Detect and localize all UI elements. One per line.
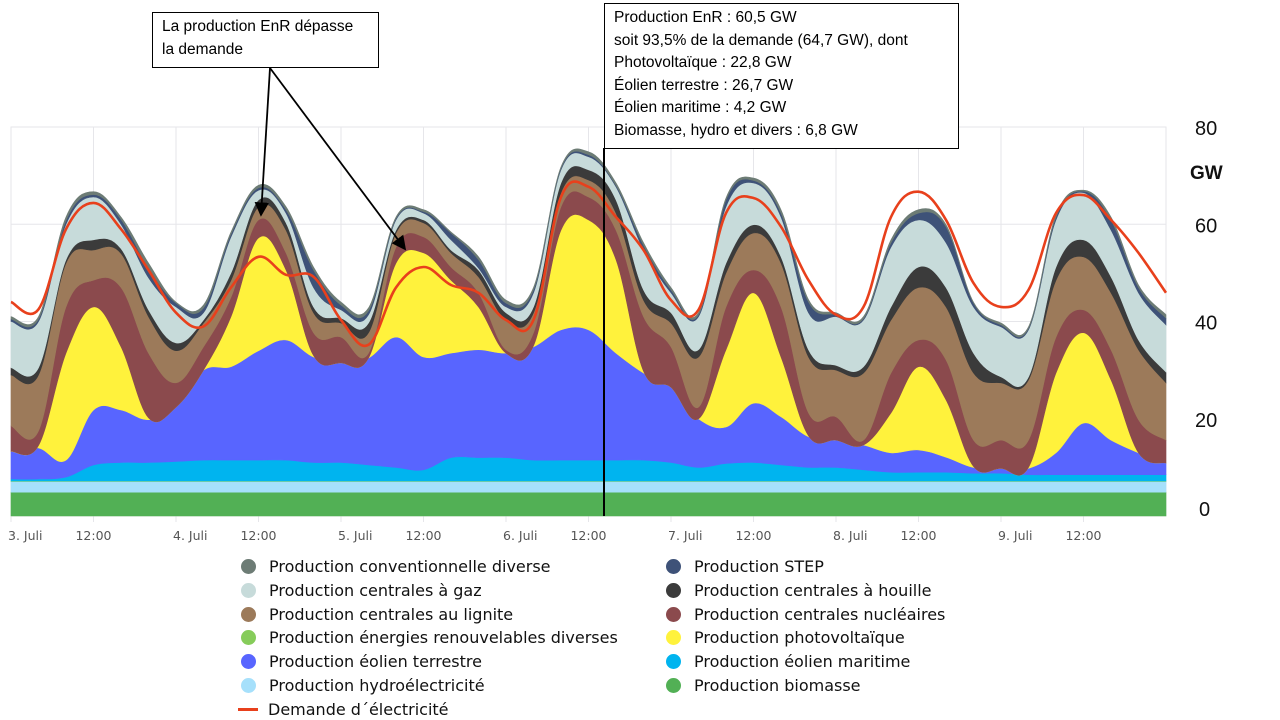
- legend-label: Production centrales nucléaires: [694, 604, 946, 624]
- legend-dot-icon: [241, 654, 256, 670]
- legend-label: Production éolien terrestre: [269, 652, 482, 672]
- legend-dot-icon: [666, 559, 681, 574]
- x-tick-label: 12:00: [405, 528, 441, 543]
- y-axis: 0 20 40 60 80: [1195, 118, 1217, 521]
- legend-dot-icon: [241, 630, 256, 646]
- x-tick-label: 12:00: [570, 528, 606, 543]
- legend-label: Demande d´électricité: [268, 699, 449, 719]
- area-production-hydro-lectricit-: [10, 481, 1167, 493]
- x-tick-label: 12:00: [240, 528, 276, 543]
- area-production-biomasse: [10, 491, 1167, 517]
- legend-item: Production conventionnelle diverse: [241, 557, 551, 576]
- y-tick-label: 0: [1199, 499, 1210, 521]
- legend-dot-icon: [241, 559, 256, 574]
- x-tick-label: 9. Juli: [998, 528, 1032, 543]
- annotation-line: la demande: [162, 40, 244, 58]
- legend-label: Production centrales au lignite: [269, 604, 514, 624]
- legend-item: Production centrales à gaz: [241, 581, 482, 600]
- demand-line-layer: [10, 180, 1168, 348]
- legend-item: Production centrales nucléaires: [666, 605, 945, 624]
- annotation-line: La production EnR dépasse: [162, 18, 354, 35]
- legend-dot-icon: [666, 630, 681, 646]
- legend-item: Production hydroélectricité: [241, 676, 485, 695]
- legend-item: Production centrales au lignite: [241, 605, 513, 624]
- annotation-arrow: [269, 67, 407, 251]
- legend-label: Production centrales à houille: [694, 580, 932, 600]
- legend-item: Production éolien terrestre: [241, 652, 482, 671]
- annotation-line: Éolien maritime : 4,2 GW: [614, 99, 787, 116]
- legend-item: Demande d´électricité: [238, 700, 449, 719]
- x-tick-label: 12:00: [900, 528, 936, 543]
- legend-item: Production énergies renouvelables divers…: [241, 628, 618, 647]
- legend-dot-icon: [666, 582, 681, 598]
- x-tick-label: 5. Juli: [338, 528, 372, 543]
- legend-item: Production biomasse: [666, 676, 861, 695]
- legend-dot-icon: [241, 582, 256, 598]
- y-tick-label: 60: [1195, 215, 1217, 237]
- annotation-arrow: [254, 67, 271, 217]
- legend-label: Production énergies renouvelables divers…: [269, 628, 618, 648]
- legend-label: Production centrales à gaz: [269, 580, 482, 600]
- x-tick-label: 3. Juli: [8, 528, 42, 543]
- x-tick-label: 12:00: [735, 528, 771, 543]
- annotation-box-surplus: La production EnR dépasse la demande: [152, 12, 379, 68]
- legend-dot-icon: [666, 606, 681, 622]
- legend-label: Production conventionnelle diverse: [269, 557, 551, 576]
- legend-item: Production photovoltaïque: [666, 628, 905, 647]
- legend-dot-icon: [241, 606, 256, 622]
- legend-dot-icon: [666, 678, 681, 693]
- annotation-line: Biomasse, hydro et divers : 6,8 GW: [614, 121, 858, 139]
- legend-label: Production hydroélectricité: [269, 676, 485, 695]
- legend-line-icon: [238, 707, 258, 711]
- area-production-conventionnelle-diverse: [10, 148, 1167, 338]
- y-tick-label: 40: [1195, 313, 1217, 335]
- x-axis: 3. Juli 12:00 4. Juli 12:00 5. Juli 12:00 6. J…: [8, 528, 1102, 543]
- area-layers: [10, 148, 1167, 517]
- legend-label: Production biomasse: [694, 676, 861, 695]
- legend-item: Production centrales à houille: [666, 581, 932, 600]
- annotation-line: soit 93,5% de la demande (64,7 GW), dont: [614, 31, 908, 49]
- x-tick-label: 4. Juli: [173, 528, 207, 543]
- x-tick-label: 8. Juli: [833, 528, 867, 543]
- annotation-line: Éolien terrestre : 26,7 GW: [614, 76, 794, 94]
- legend-dot-icon: [666, 654, 681, 670]
- legend-label: Production éolien maritime: [694, 652, 911, 672]
- legend-item: Production STEP: [666, 557, 824, 576]
- x-tick-label: 12:00: [1065, 528, 1101, 543]
- legend-dot-icon: [241, 678, 256, 693]
- y-tick-label: 80: [1195, 118, 1217, 140]
- x-tick-label: 12:00: [75, 528, 111, 543]
- legend-label: Production photovoltaïque: [694, 628, 905, 648]
- y-tick-label: 20: [1195, 410, 1217, 432]
- annotation-line: Production EnR : 60,5 GW: [614, 9, 797, 26]
- y-axis-unit: GW: [1190, 163, 1223, 184]
- x-tick-label: 6. Juli: [503, 528, 537, 543]
- annotation-box-details: Production EnR : 60,5 GW soit 93,5% de l…: [604, 3, 959, 149]
- legend-item: Production éolien maritime: [666, 652, 910, 671]
- annotation-line: Photovoltaïque : 22,8 GW: [614, 54, 792, 71]
- demand-line: [10, 180, 1168, 348]
- legend-label: Production STEP: [694, 557, 824, 576]
- x-tick-label: 7. Juli: [668, 528, 702, 543]
